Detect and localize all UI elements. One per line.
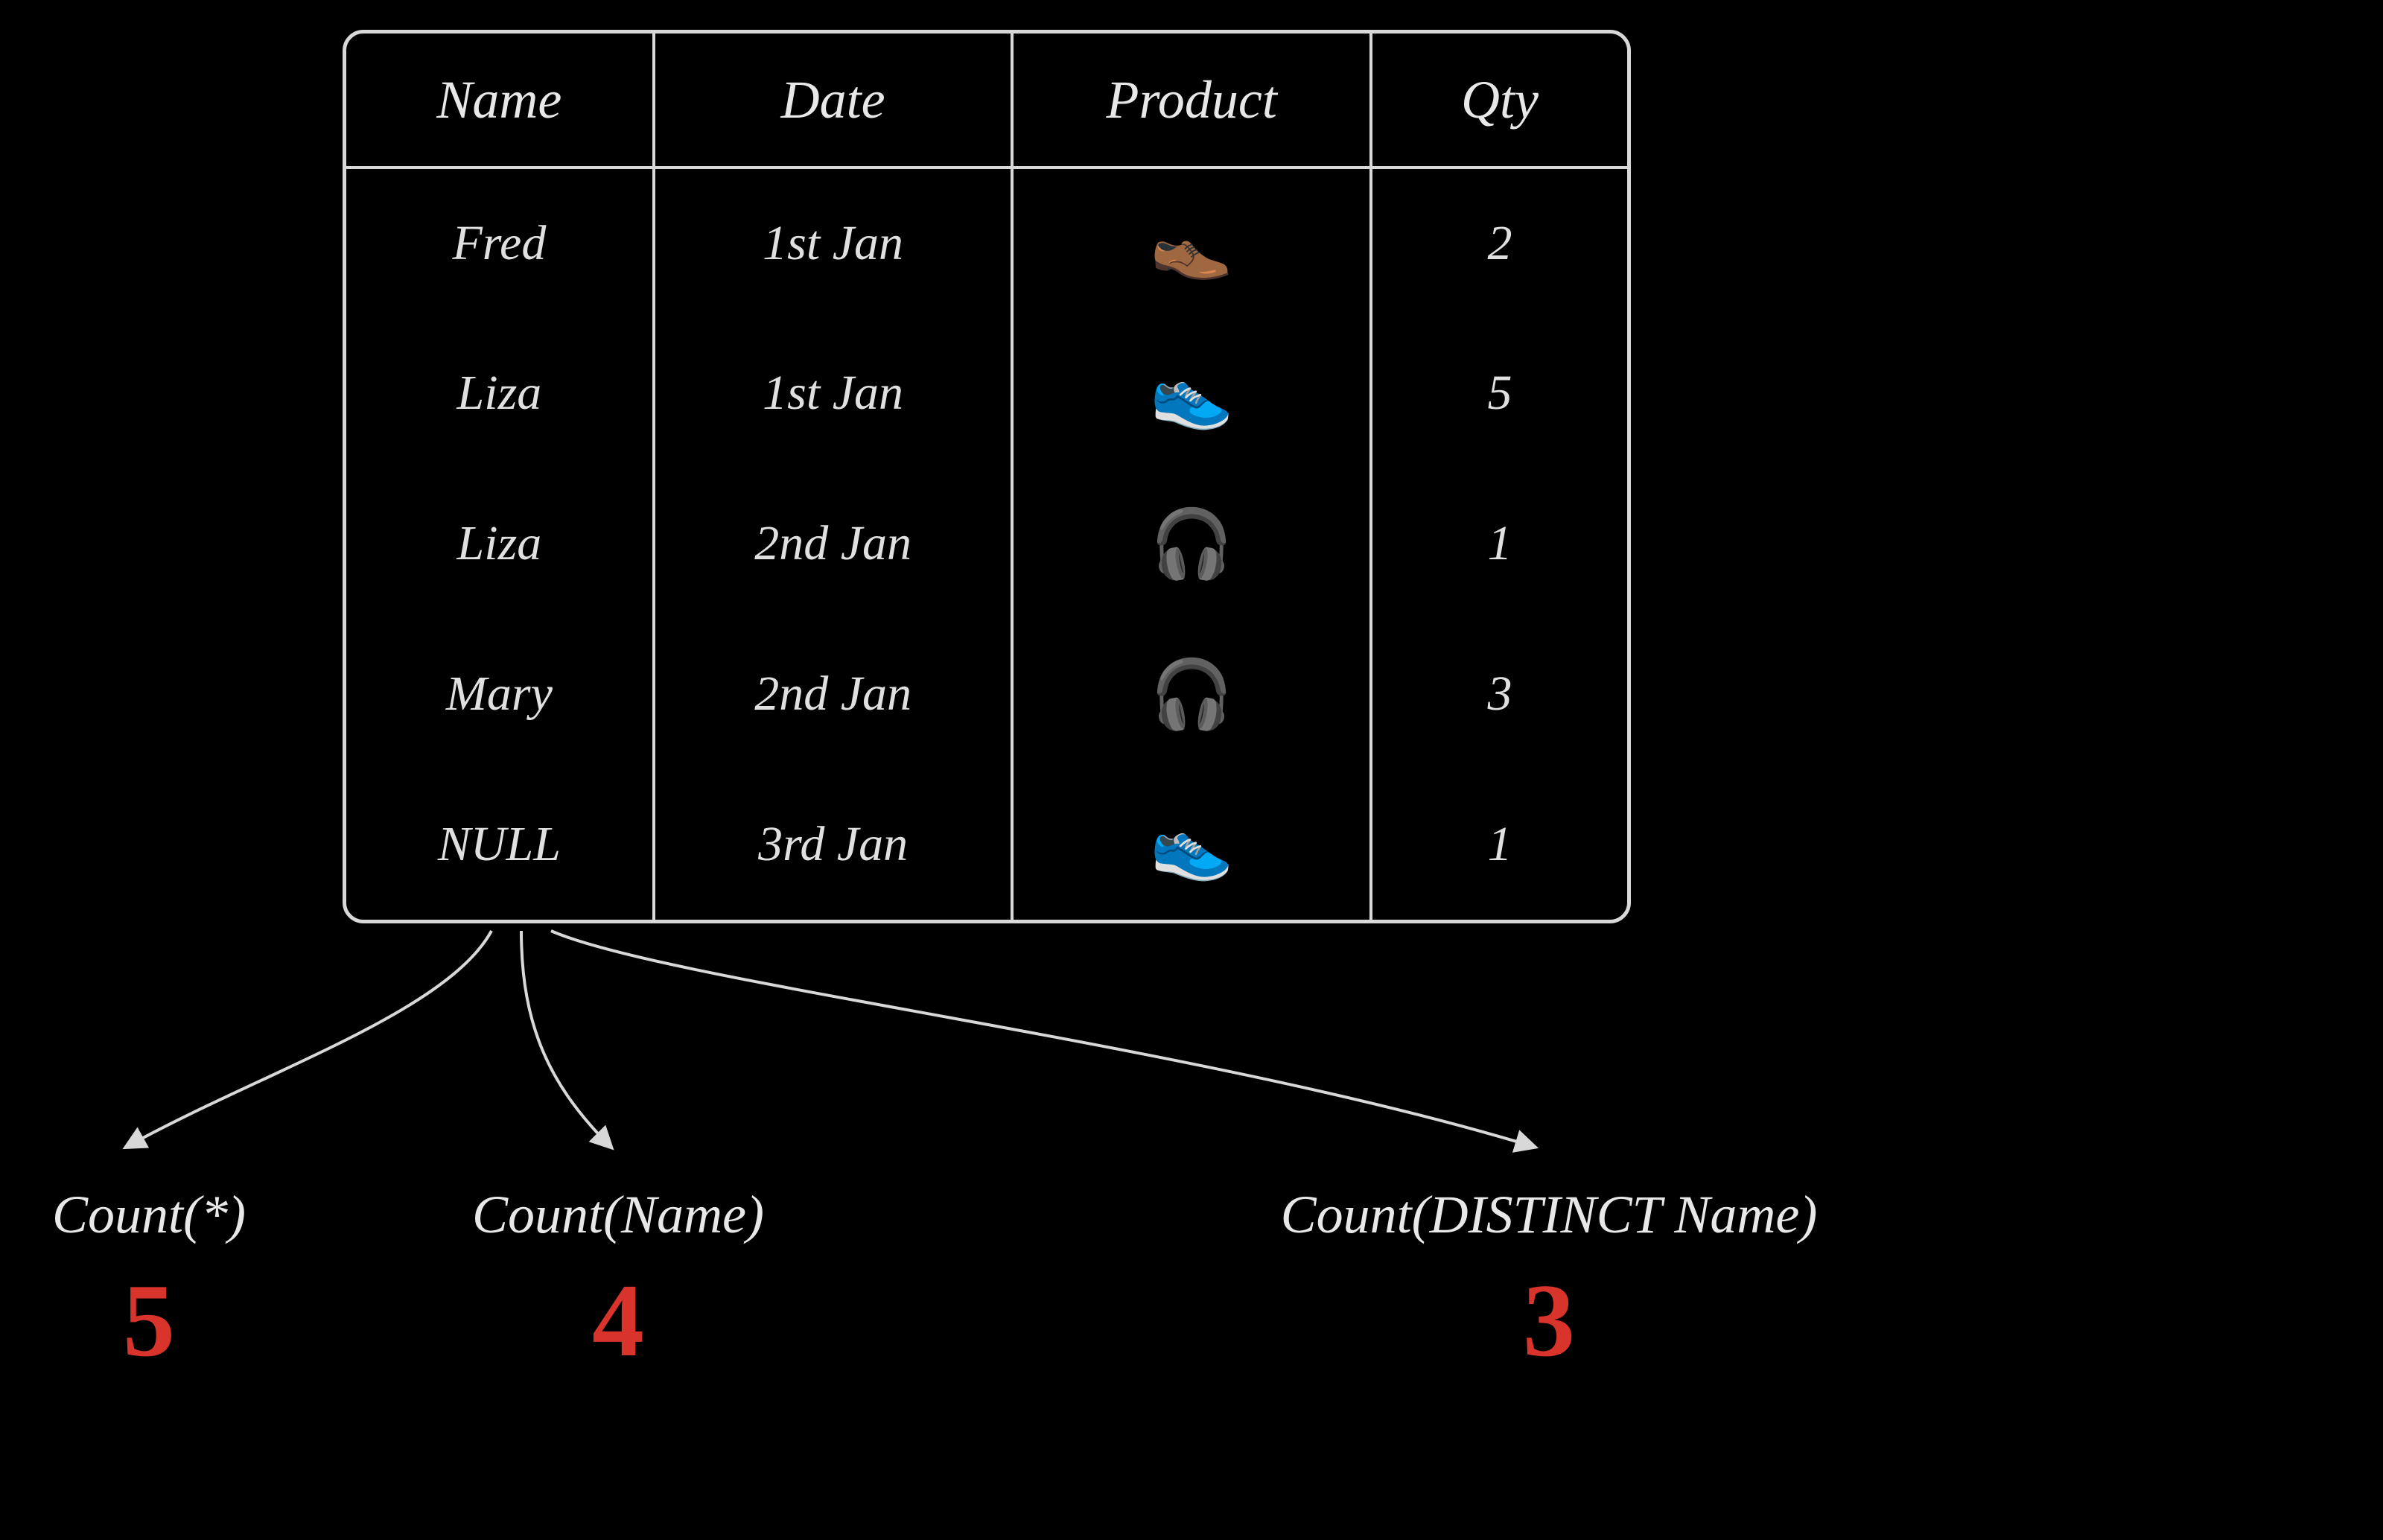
result-value: 3 xyxy=(1102,1261,1996,1381)
cell-product: 👟 xyxy=(1012,318,1371,468)
cell-product: 🎧 xyxy=(1012,468,1371,619)
result-count-star: Count(*) 5 xyxy=(0,1184,343,1381)
cell-date: 1st Jan xyxy=(654,168,1013,318)
cell-date: 2nd Jan xyxy=(654,468,1013,619)
result-label: Count(Name) xyxy=(350,1184,886,1246)
result-count-name: Count(Name) 4 xyxy=(350,1184,886,1381)
cell-qty: 1 xyxy=(1371,468,1627,619)
cell-product: 👞 xyxy=(1012,168,1371,318)
cell-name: Fred xyxy=(346,168,654,318)
col-header-date: Date xyxy=(654,34,1013,168)
cell-name: Liza xyxy=(346,468,654,619)
col-header-product: Product xyxy=(1012,34,1371,168)
cell-qty: 3 xyxy=(1371,619,1627,769)
cell-product: 👟 xyxy=(1012,769,1371,920)
cell-product: 🎧 xyxy=(1012,619,1371,769)
cell-name: Liza xyxy=(346,318,654,468)
data-table: Name Date Product Qty Fred 1st Jan 👞 2 L… xyxy=(346,34,1627,920)
cell-qty: 5 xyxy=(1371,318,1627,468)
cell-date: 2nd Jan xyxy=(654,619,1013,769)
cell-qty: 2 xyxy=(1371,168,1627,318)
result-value: 4 xyxy=(350,1261,886,1381)
diagram-stage: Name Date Product Qty Fred 1st Jan 👞 2 L… xyxy=(0,0,2383,1540)
col-header-qty: Qty xyxy=(1371,34,1627,168)
cell-date: 3rd Jan xyxy=(654,769,1013,920)
result-value: 5 xyxy=(0,1261,343,1381)
table-header-row: Name Date Product Qty xyxy=(346,34,1627,168)
table-row: Mary 2nd Jan 🎧 3 xyxy=(346,619,1627,769)
result-label: Count(DISTINCT Name) xyxy=(1102,1184,1996,1246)
cell-date: 1st Jan xyxy=(654,318,1013,468)
result-count-distinct-name: Count(DISTINCT Name) 3 xyxy=(1102,1184,1996,1381)
orders-table: Name Date Product Qty Fred 1st Jan 👞 2 L… xyxy=(343,30,1631,923)
col-header-name: Name xyxy=(346,34,654,168)
table-row: Liza 1st Jan 👟 5 xyxy=(346,318,1627,468)
cell-name: Mary xyxy=(346,619,654,769)
table-row: NULL 3rd Jan 👟 1 xyxy=(346,769,1627,920)
cell-name: NULL xyxy=(346,769,654,920)
arrow-to-count-name xyxy=(521,931,611,1147)
cell-qty: 1 xyxy=(1371,769,1627,920)
arrow-to-count-star xyxy=(127,931,491,1147)
table-row: Fred 1st Jan 👞 2 xyxy=(346,168,1627,318)
arrows-svg xyxy=(0,923,2383,1191)
table-row: Liza 2nd Jan 🎧 1 xyxy=(346,468,1627,619)
arrow-to-count-distinct-name xyxy=(551,931,1534,1147)
result-label: Count(*) xyxy=(0,1184,343,1246)
